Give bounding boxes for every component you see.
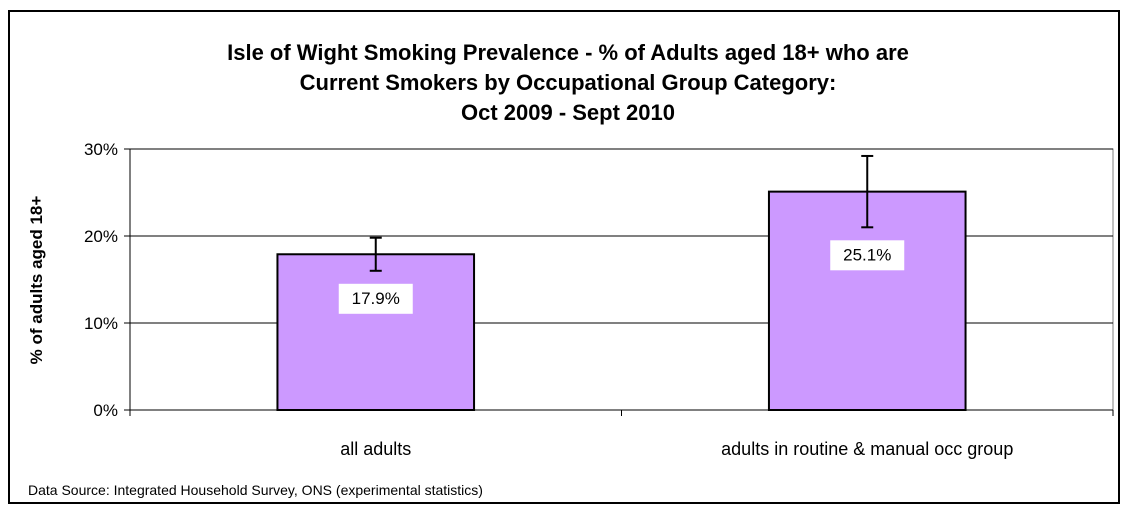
category-label: all adults <box>340 439 411 459</box>
y-tick-label: 0% <box>93 401 118 420</box>
chart-title-line-2: Current Smokers by Occupational Group Ca… <box>300 70 837 95</box>
data-label-background <box>338 283 413 314</box>
category-label: adults in routine & manual occ group <box>721 439 1013 459</box>
data-label: 17.9% <box>352 289 400 308</box>
bar <box>276 253 476 411</box>
y-tick-label: 30% <box>84 140 118 159</box>
data-label: 25.1% <box>843 245 891 264</box>
y-tick-label: 10% <box>84 314 118 333</box>
y-tick-label: 20% <box>84 227 118 246</box>
data-source-note: Data Source: Integrated Household Survey… <box>28 482 483 498</box>
y-axis-label: % of adults aged 18+ <box>27 196 46 365</box>
chart-svg: Isle of Wight Smoking Prevalence - % of … <box>27 40 1114 498</box>
chart-title-line-3: Oct 2009 - Sept 2010 <box>461 100 675 125</box>
chart-title-line-1: Isle of Wight Smoking Prevalence - % of … <box>227 40 909 65</box>
plot-area: 0% 10% 20% 30% 17.9% all adults 25.1% adults in… <box>84 140 1114 459</box>
chart-frame: Isle of Wight Smoking Prevalence - % of … <box>8 10 1120 504</box>
data-label-background <box>830 240 905 271</box>
